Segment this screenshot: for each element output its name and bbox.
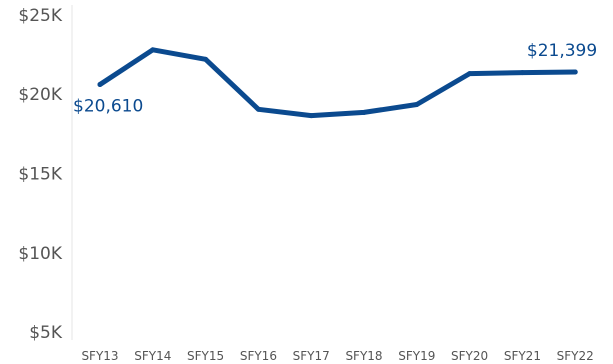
y-tick-label: $20K: [18, 85, 62, 105]
data-label: $20,610: [73, 97, 143, 117]
data-point: [203, 56, 209, 62]
data-point: [361, 109, 367, 115]
x-tick-label: SFY15: [187, 349, 224, 363]
y-tick-label: $15K: [18, 165, 62, 185]
x-tick-label: SFY14: [134, 349, 171, 363]
series-line: [97, 47, 578, 119]
x-tick-label: SFY19: [398, 349, 435, 363]
series-group: [97, 47, 578, 119]
y-axis-ticks: $5K $10K $15K $20K $25K: [18, 6, 62, 343]
x-axis-ticks: SFY13 SFY14 SFY15 SFY16 SFY17 SFY18 SFY19 SFY20…: [81, 349, 593, 363]
x-tick-label: SFY18: [345, 349, 382, 363]
data-point: [255, 106, 261, 112]
x-tick-label: SFY20: [451, 349, 488, 363]
data-point: [467, 71, 473, 77]
data-point: [150, 47, 156, 53]
x-tick-label: SFY17: [293, 349, 330, 363]
y-tick-label: $10K: [18, 244, 62, 264]
x-tick-label: SFY21: [504, 349, 541, 363]
y-tick-label: $5K: [29, 323, 63, 343]
x-tick-label: SFY16: [240, 349, 277, 363]
data-point: [572, 69, 578, 75]
x-tick-label: SFY13: [81, 349, 118, 363]
x-tick-label: SFY22: [557, 349, 594, 363]
data-point: [414, 102, 420, 108]
data-point: [519, 70, 525, 76]
data-point: [97, 82, 103, 88]
data-labels: $20,610 $21,399: [73, 41, 597, 117]
data-point: [308, 113, 314, 119]
data-label: $21,399: [527, 41, 597, 61]
y-tick-label: $25K: [18, 6, 62, 26]
